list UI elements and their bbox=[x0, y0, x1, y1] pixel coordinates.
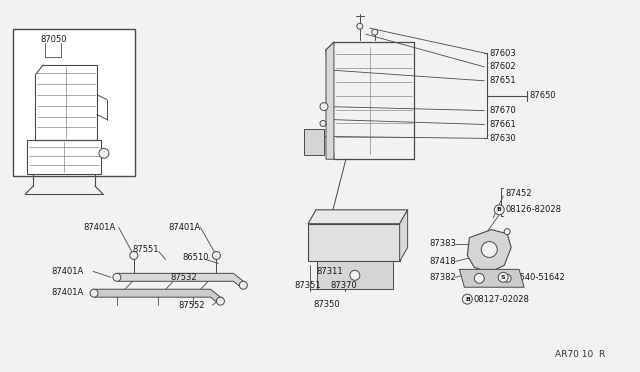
Text: 87383: 87383 bbox=[429, 239, 456, 248]
Text: 08127-02028: 08127-02028 bbox=[474, 295, 529, 304]
Text: 87552: 87552 bbox=[179, 301, 205, 310]
Circle shape bbox=[372, 29, 378, 35]
Text: 87651: 87651 bbox=[489, 76, 516, 85]
Text: 87650: 87650 bbox=[529, 91, 556, 100]
Text: B: B bbox=[497, 207, 502, 212]
Circle shape bbox=[90, 289, 98, 297]
Bar bbox=[317, 262, 393, 289]
Text: 87351: 87351 bbox=[294, 281, 321, 290]
Circle shape bbox=[99, 148, 109, 158]
Text: 87452: 87452 bbox=[505, 189, 532, 198]
Text: 87602: 87602 bbox=[489, 62, 516, 71]
Text: 87401A: 87401A bbox=[51, 288, 83, 297]
Text: 87401A: 87401A bbox=[83, 223, 115, 232]
Circle shape bbox=[462, 294, 472, 304]
Text: 87311: 87311 bbox=[316, 267, 342, 276]
Text: 87418: 87418 bbox=[429, 257, 456, 266]
Circle shape bbox=[481, 241, 497, 257]
Text: 87401A: 87401A bbox=[51, 267, 83, 276]
Text: AR70 10  R: AR70 10 R bbox=[554, 350, 605, 359]
Text: 87370: 87370 bbox=[330, 281, 356, 290]
Circle shape bbox=[239, 281, 247, 289]
Circle shape bbox=[350, 270, 360, 280]
Text: 87661: 87661 bbox=[489, 120, 516, 129]
Text: 87603: 87603 bbox=[489, 48, 516, 58]
Text: 87050: 87050 bbox=[40, 35, 67, 44]
Text: 87670: 87670 bbox=[489, 106, 516, 115]
Circle shape bbox=[320, 121, 326, 126]
Text: 87382: 87382 bbox=[429, 273, 456, 282]
Text: 08540-51642: 08540-51642 bbox=[509, 273, 565, 282]
Text: 87401A: 87401A bbox=[169, 223, 201, 232]
Bar bbox=[304, 129, 324, 155]
Circle shape bbox=[212, 251, 220, 259]
Circle shape bbox=[320, 103, 328, 110]
Text: S: S bbox=[501, 275, 506, 280]
Text: 87551: 87551 bbox=[133, 245, 159, 254]
Text: 87630: 87630 bbox=[489, 134, 516, 143]
Circle shape bbox=[113, 273, 121, 281]
Circle shape bbox=[130, 251, 138, 259]
Text: 86510: 86510 bbox=[182, 253, 209, 262]
Circle shape bbox=[504, 229, 510, 235]
Polygon shape bbox=[326, 42, 334, 159]
Polygon shape bbox=[117, 273, 243, 289]
Bar bbox=[13, 29, 135, 176]
Polygon shape bbox=[460, 269, 524, 287]
Polygon shape bbox=[94, 289, 220, 305]
Circle shape bbox=[503, 274, 511, 282]
Polygon shape bbox=[467, 230, 511, 272]
Circle shape bbox=[357, 23, 363, 29]
Polygon shape bbox=[399, 210, 408, 262]
Text: 08126-82028: 08126-82028 bbox=[505, 205, 561, 214]
Text: B: B bbox=[465, 296, 470, 302]
Polygon shape bbox=[308, 210, 408, 224]
Circle shape bbox=[498, 272, 508, 282]
Text: 87350: 87350 bbox=[314, 299, 340, 309]
Circle shape bbox=[494, 205, 504, 215]
Polygon shape bbox=[308, 224, 399, 262]
Text: 87532: 87532 bbox=[171, 273, 197, 282]
Circle shape bbox=[474, 273, 484, 283]
Circle shape bbox=[216, 297, 225, 305]
